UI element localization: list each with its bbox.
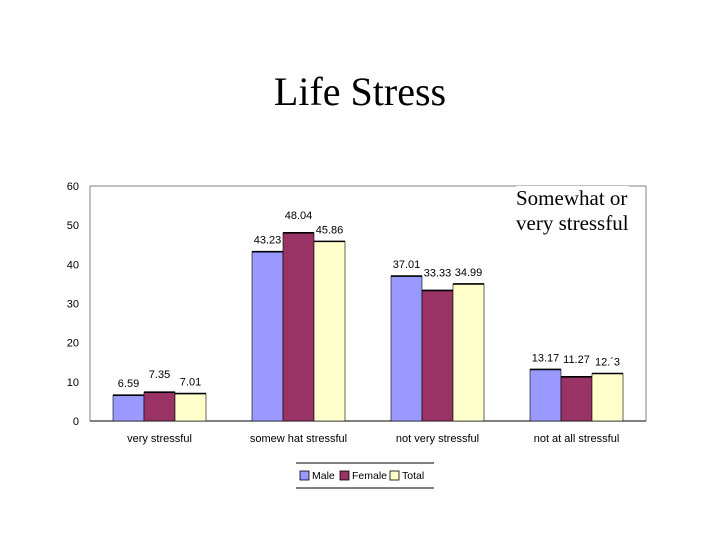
bar-female <box>421 290 454 422</box>
data-label: 45.86 <box>316 224 344 236</box>
legend-swatch-total <box>389 470 400 481</box>
bar-male <box>529 369 562 422</box>
data-label: 7.01 <box>180 377 201 389</box>
y-tick-label: 40 <box>67 259 79 271</box>
data-label: 33.33 <box>424 267 452 279</box>
legend-label-male: Male <box>312 470 335 482</box>
x-tick-label: very stressful <box>127 433 192 445</box>
bar-male <box>251 251 284 422</box>
data-label: 34.99 <box>455 267 483 279</box>
data-label: 48.04 <box>285 210 313 222</box>
annotation-line-2: very stressful <box>516 211 629 235</box>
y-tick-label: 30 <box>67 299 79 311</box>
data-label: 37.01 <box>393 259 421 271</box>
slide-title: Life Stress <box>273 69 447 114</box>
data-label: 12.´3 <box>595 356 620 368</box>
legend-swatch-male <box>299 470 310 481</box>
bar-total <box>174 393 207 422</box>
bar-total <box>591 373 624 422</box>
bar-female <box>143 391 176 422</box>
y-axis-ticks: 0 10 20 30 40 50 60 <box>67 181 79 428</box>
legend-label-female: Female <box>352 470 387 482</box>
data-label: 6.59 <box>118 378 139 390</box>
annotation-line-1: Somewhat or <box>516 186 628 210</box>
y-tick-label: 60 <box>67 181 79 193</box>
legend: Male Female Total <box>296 462 434 489</box>
bar-total <box>313 241 346 422</box>
x-axis-labels: very stressful somew hat stressful not ver… <box>127 433 619 445</box>
legend-swatch-female <box>339 470 350 481</box>
annotation-note: Somewhat or very stressful <box>516 186 629 236</box>
x-tick-label: somew hat stressful <box>250 433 347 445</box>
y-tick-label: 10 <box>67 377 79 389</box>
legend-label-total: Total <box>402 470 424 482</box>
bar-female <box>282 232 315 422</box>
x-tick-label: not very stressful <box>396 433 479 445</box>
x-tick-label: not at all stressful <box>534 433 620 445</box>
data-label: 43.23 <box>254 235 282 247</box>
bar-male <box>112 394 145 422</box>
bar-female <box>560 376 593 422</box>
bar-total <box>452 283 485 422</box>
bar-male <box>390 275 423 422</box>
y-tick-label: 20 <box>67 338 79 350</box>
y-tick-label: 0 <box>73 416 79 428</box>
y-tick-label: 50 <box>67 220 79 232</box>
data-label: 11.27 <box>563 354 590 366</box>
data-label: 7.35 <box>149 369 170 381</box>
data-label: 13.17 <box>532 352 560 364</box>
bars <box>112 232 624 422</box>
